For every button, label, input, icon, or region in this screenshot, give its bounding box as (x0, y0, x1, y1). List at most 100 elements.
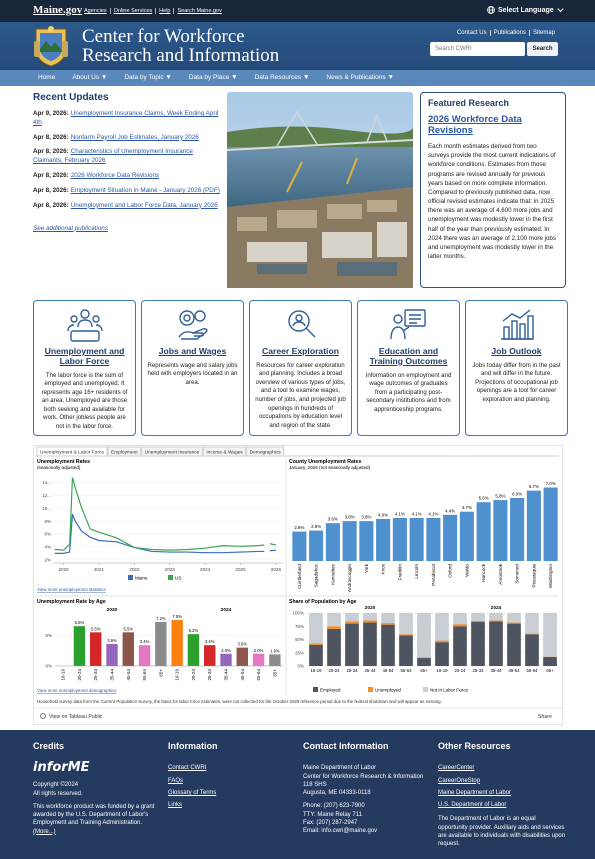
nav-item[interactable]: Data by Topic ▼ (124, 70, 172, 86)
card-icon (281, 307, 321, 343)
stack-segment (363, 613, 377, 620)
footer-link[interactable]: Contact CWRI (168, 764, 296, 772)
value-label: 5.6% (479, 496, 489, 501)
header-link[interactable]: Contact Us (454, 30, 490, 36)
value-label: 7.2% (156, 616, 166, 621)
top-link[interactable]: Online Services (110, 8, 156, 14)
y-tick-label: 5% (45, 633, 52, 638)
x-tick-label: 25-34 (473, 668, 485, 673)
nav-item[interactable]: About Us ▼ (72, 70, 107, 86)
bar (410, 518, 424, 561)
site-header: Center for Workforce Research and Inform… (0, 22, 595, 70)
update-date: Apr 8, 2026: (33, 134, 69, 141)
maine-gov-brand[interactable]: Maine.gov (33, 4, 82, 16)
nav-item[interactable]: Home (38, 70, 55, 86)
bar (460, 512, 474, 561)
top-link[interactable]: Agencies (84, 8, 110, 14)
top-link[interactable]: Help (155, 8, 173, 14)
search-input[interactable]: Search CWRI (430, 42, 525, 56)
value-label: 4.1% (428, 511, 438, 516)
search-button[interactable]: Search (527, 42, 558, 56)
bar (269, 654, 280, 666)
footer-link[interactable]: CareerOneStop (438, 777, 566, 785)
value-label: 3.0% (238, 642, 248, 647)
bar (393, 518, 407, 561)
top-bar: Maine.gov AgenciesOnline ServicesHelpSea… (0, 0, 595, 22)
page: CWRI {"topbar":{"brand":"Maine.gov","lin… (0, 0, 595, 859)
bar (237, 648, 248, 666)
more-link[interactable]: See additional publications (33, 225, 223, 232)
update-link[interactable]: Unemployment and Labor Force Data, Janua… (71, 202, 218, 209)
tab-label[interactable]: Income & Wages (206, 450, 243, 456)
y-tick-label: 14... (42, 480, 51, 485)
stack-segment (309, 613, 323, 643)
bar (106, 644, 117, 666)
chart-link[interactable]: View more unemployment demographics (37, 688, 117, 693)
address-line: Augusta, ME 04333-0118 (303, 790, 371, 796)
tab-label[interactable]: Unemployment & Labor Force (40, 450, 104, 456)
x-tick-label: Penobscot (431, 563, 436, 585)
header-link[interactable]: Sitemap (529, 30, 558, 36)
section-heading: Recent Updates (33, 92, 223, 103)
bar (139, 645, 150, 666)
value-label: 3.6% (107, 638, 117, 643)
featured-text: Each month estimates derived from two su… (428, 142, 558, 261)
card-title[interactable]: Jobs and Wages (147, 347, 238, 357)
value-label: 3.8% (361, 515, 371, 520)
bar (220, 654, 231, 666)
x-tick-label: 2021 (94, 567, 105, 572)
tab-label[interactable]: Employment (111, 450, 138, 456)
tableau-link[interactable]: View on Tableau Public (49, 714, 103, 720)
share-button[interactable]: Share (538, 714, 552, 720)
update-link[interactable]: Employment Situation in Maine - January … (71, 187, 220, 194)
card-title[interactable]: Career Exploration (255, 347, 346, 357)
language-selector[interactable]: Select Language (487, 6, 564, 14)
footer-link[interactable]: Maine Department of Labor (438, 789, 566, 797)
stack-segment (525, 613, 539, 634)
footer-link[interactable]: U.S. Department of Labor (438, 801, 566, 809)
x-tick-label: Washington (548, 564, 553, 589)
nav-item[interactable]: News & Publications ▼ (326, 70, 394, 86)
value-label: 6.0% (512, 492, 522, 497)
footer-link[interactable]: FAQs (168, 777, 296, 785)
chart-subtitle: January, 2026 (not seasonally adjusted) (289, 465, 371, 470)
x-tick-label: Sagadahoc (314, 563, 319, 587)
x-tick-label: 55-64 (256, 669, 261, 681)
card-title[interactable]: Unemployment and Labor Force (39, 347, 130, 367)
footer-link[interactable]: Glossary of Terms (168, 789, 296, 797)
update-link[interactable]: 2026 Workforce Data Revisions (71, 172, 159, 179)
main-nav: Home About Us ▼ Data by Topic ▼ Data by Pla… (0, 70, 595, 86)
stack-segment (399, 613, 413, 634)
x-tick-label: 55-64 (401, 668, 413, 673)
more-link[interactable]: (More...) (33, 829, 56, 835)
update-date: Apr 8, 2026: (33, 202, 69, 209)
stack-segment (489, 620, 503, 621)
tab-label[interactable]: Unemployment Insurance (145, 450, 200, 456)
chart-link[interactable]: View more unemployment statistics (37, 587, 107, 592)
top-link[interactable]: Search Maine.gov (173, 8, 224, 14)
x-tick-label: 20-24 (455, 668, 467, 673)
card-title[interactable]: Education and Training Outcomes (363, 347, 454, 367)
header-link[interactable]: Publications (490, 30, 529, 36)
update-date: Apr 8, 2026: (33, 148, 69, 155)
stack-segment (381, 625, 395, 666)
card-icon (65, 307, 105, 343)
stack-segment (489, 613, 503, 620)
footer-link[interactable]: CareerCenter (438, 764, 566, 772)
footer-link[interactable]: Links (168, 801, 296, 809)
featured-title-link[interactable]: 2026 Workforce Data Revisions (428, 114, 558, 136)
value-label: 7.0% (546, 481, 556, 486)
card-title[interactable]: Job Outlook (471, 347, 562, 357)
x-tick-label: 45-54 (240, 669, 245, 681)
tab-label[interactable]: Demographics (250, 450, 282, 456)
nav-item[interactable]: Data by Place ▼ (189, 70, 238, 86)
nav-item[interactable]: Data Resources ▼ (255, 70, 310, 86)
update-item: Apr 8, 2026:Unemployment and Labor Force… (33, 202, 223, 211)
x-tick-label: 55-64 (142, 669, 147, 681)
update-link[interactable]: Nonfarm Payroll Job Estimates, January 2… (71, 134, 199, 141)
